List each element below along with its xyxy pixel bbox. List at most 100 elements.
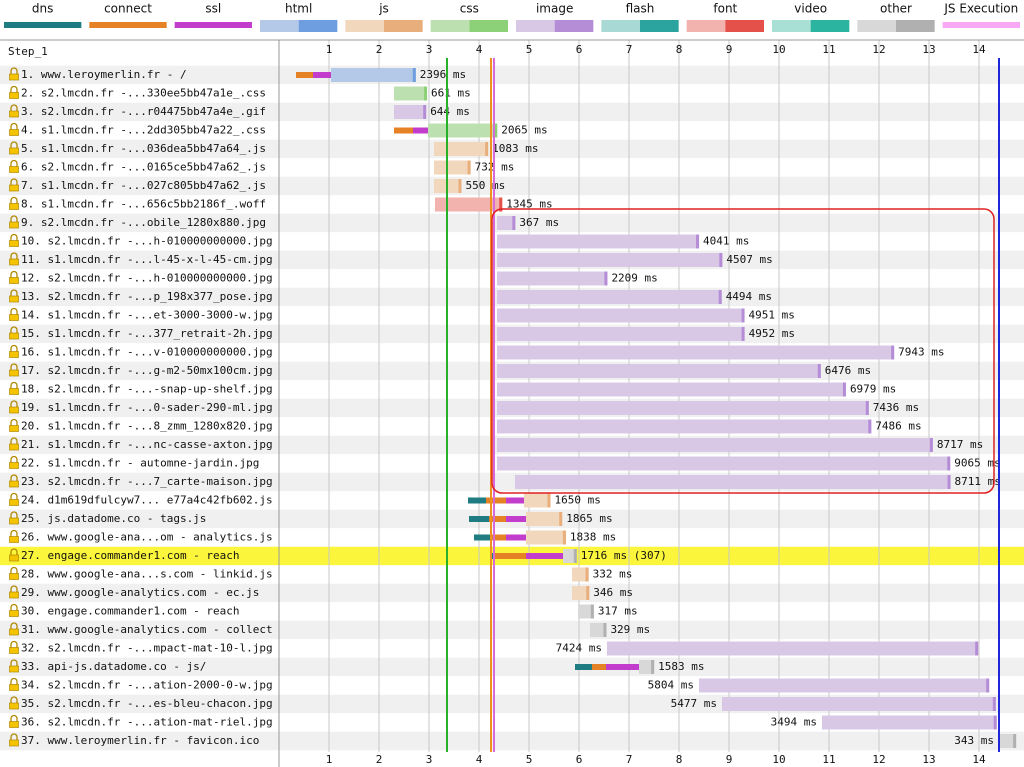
row-background [0,102,1024,122]
lock-icon [10,511,18,518]
request-label: 3. s2.lmcdn.fr -...r04475bb47a4e_.gif [21,105,266,118]
x-tick-label: 14 [972,753,986,766]
duration-label: 4951 ms [749,309,795,322]
download-segment [1013,734,1017,748]
lock-icon [9,369,19,377]
lock-icon [9,240,19,247]
row-background [0,657,1024,677]
download-segment [499,197,503,212]
download-segment [651,660,655,674]
duration-label: 8711 ms [955,475,1001,488]
duration-label: 329 ms [610,623,650,636]
request-label: 16. s1.lmcdn.fr -...v-010000000000.jpg [21,346,273,359]
x-tick-label: 12 [872,43,885,56]
request-label: 19. s1.lmcdn.fr -...0-sader-290-ml.jpg [21,401,273,414]
request-bar [497,327,745,341]
download-segment [485,142,489,156]
request-bar [394,86,428,101]
request-label: 6. s2.lmcdn.fr -...0165ce5bb47a62_.js [21,161,266,174]
request-bar [394,105,427,119]
duration-label: 4494 ms [726,290,772,303]
download-segment [559,512,563,526]
request-label: 8. s1.lmcdn.fr -...656c5bb2186f_.woff [21,198,266,211]
legend-label: other [880,2,912,16]
x-tick-label: 4 [476,753,483,766]
lock-icon [10,696,18,703]
lock-icon [9,480,19,488]
lock-icon [10,252,18,259]
legend-label: dns [32,2,53,16]
download-segment [696,234,700,249]
request-bar [497,216,516,230]
request-label: 12. s2.lmcdn.fr -...h-010000000000.jpg [21,272,273,285]
row-background [0,731,1024,751]
duration-label: 5804 ms [648,679,694,692]
lock-icon [9,610,19,617]
duration-label: 661 ms [431,87,471,100]
duration-label: 1716 ms (307) [581,549,667,562]
connect-segment [296,72,313,78]
request-bar [497,271,608,286]
lock-icon [9,203,19,210]
download-segment [842,382,846,397]
request-bar [497,308,745,323]
x-tick-label: 11 [822,43,835,56]
duration-label: 2396 ms [420,68,466,81]
lock-icon [10,270,18,278]
lock-icon [9,351,19,358]
duration-label: 1865 ms [566,512,612,525]
row-background [0,139,1024,159]
ssl-segment [413,127,428,134]
x-tick-label: 6 [576,43,583,56]
download-segment [423,105,427,119]
request-bar [497,290,722,304]
dns-segment [469,516,489,522]
duration-label: 343 ms [954,734,994,747]
request-label: 30. engage.commander1.com - reach [21,605,240,618]
lock-icon [9,739,19,747]
lock-icon [9,665,19,673]
x-tick-label: 7 [626,753,633,766]
legend-swatch [89,22,167,28]
lock-icon [10,492,18,500]
lock-icon [10,548,18,555]
request-label: 34. s2.lmcdn.fr -...ation-2000-0-w.jpg [21,679,273,692]
lock-icon [10,104,18,111]
lock-icon [10,418,18,426]
legend-label: font [713,2,737,16]
download-segment [986,678,990,693]
duration-label: 7436 ms [873,401,919,414]
row-background [0,84,1024,103]
lock-icon [10,437,18,444]
dns-segment [491,553,494,559]
lock-icon [10,159,18,167]
download-segment [573,549,577,563]
row-background [0,565,1024,584]
lock-icon [10,714,18,722]
duration-label: 346 ms [593,586,633,599]
x-tick-label: 14 [972,43,986,56]
x-tick-label: 10 [772,753,785,766]
download-segment [929,438,933,452]
row-background [0,602,1024,621]
lock-icon [10,474,18,481]
lock-icon [10,178,18,185]
request-bar [497,345,895,360]
download-segment [741,327,745,341]
lock-icon [9,536,19,543]
lock-icon [10,85,18,93]
x-tick-label: 1 [326,753,333,766]
lock-icon [9,147,19,155]
x-tick-label: 13 [922,43,935,56]
duration-label: 2209 ms [611,272,657,285]
legend-label: connect [104,2,152,16]
download-segment [868,419,872,434]
lock-icon [10,122,18,130]
x-tick-label: 3 [426,753,433,766]
download-segment [424,86,428,101]
duration-label: 2065 ms [501,124,547,137]
duration-label: 644 ms [430,105,470,118]
download-segment [585,567,589,582]
duration-label: 4041 ms [703,235,749,248]
